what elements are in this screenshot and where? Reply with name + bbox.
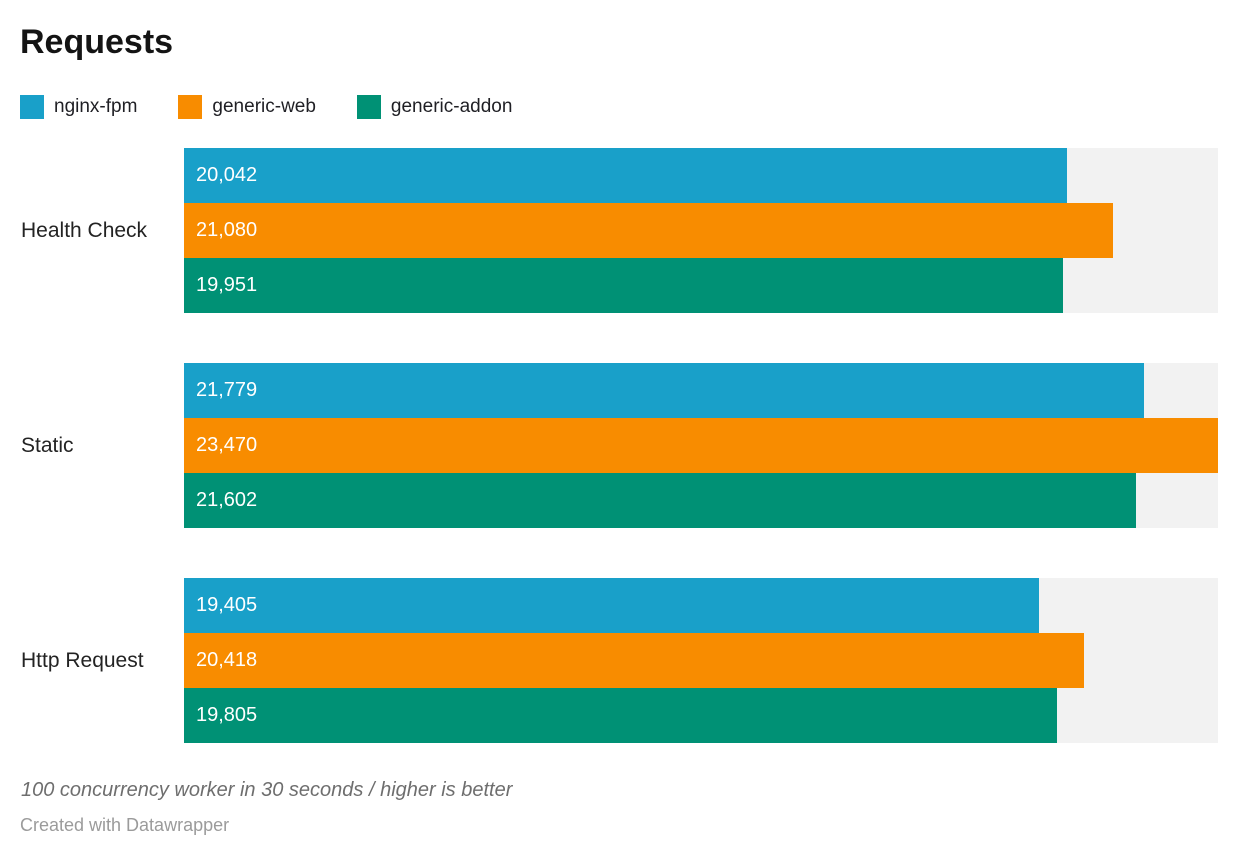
legend-item-generic-addon: generic-addon: [356, 95, 513, 119]
bar-nginx-fpm-http-request: 19,405: [184, 578, 1039, 633]
bar-value-label: 19,951: [196, 274, 258, 296]
bar-chart: Health Check 20,042 21,080 19,951 Static 21,7…: [0, 148, 1240, 743]
bar-stack: 19,405 20,418 19,805: [184, 578, 1218, 743]
bar-value-label: 20,042: [196, 164, 258, 186]
category-label: Static: [21, 433, 74, 457]
bar-group-health-check: Health Check 20,042 21,080 19,951: [0, 148, 1240, 313]
datawrapper-attribution: Created with Datawrapper: [20, 815, 230, 835]
bar-track: 19,951: [184, 258, 1218, 313]
bar-track: 19,805: [184, 688, 1218, 743]
bar-nginx-fpm-health-check: 20,042: [184, 148, 1067, 203]
legend-swatch-icon: [356, 95, 381, 119]
bar-track: 20,042: [184, 148, 1218, 203]
category-label: Health Check: [21, 218, 148, 242]
bar-value-label: 19,405: [196, 594, 258, 616]
bar-generic-web-health-check: 21,080: [184, 203, 1113, 258]
bar-stack: 21,779 23,470 21,602: [184, 363, 1218, 528]
legend-swatch-icon: [178, 95, 203, 119]
bar-track: 23,470: [184, 418, 1218, 473]
bar-value-label: 21,080: [196, 219, 258, 241]
chart-note: 100 concurrency worker in 30 seconds / h…: [21, 779, 513, 801]
legend: nginx-fpm generic-web generic-addon: [20, 95, 1240, 119]
bar-value-label: 23,470: [196, 434, 258, 456]
chart-title: Requests: [20, 23, 174, 61]
bar-group-http-request: Http Request 19,405 20,418 19,805: [0, 578, 1240, 743]
legend-item-generic-web: generic-web: [178, 95, 316, 119]
bar-value-label: 19,805: [196, 704, 258, 726]
legend-item-nginx-fpm: nginx-fpm: [20, 95, 137, 119]
legend-swatch-icon: [20, 95, 44, 119]
bar-track: 20,418: [184, 633, 1218, 688]
bar-track: 19,405: [184, 578, 1218, 633]
bar-value-label: 21,779: [196, 379, 258, 401]
legend-label: generic-addon: [390, 96, 513, 117]
bar-value-label: 21,602: [196, 489, 258, 511]
bar-stack: 20,042 21,080 19,951: [184, 148, 1218, 313]
bar-nginx-fpm-static: 21,779: [184, 363, 1144, 418]
bar-group-static: Static 21,779 23,470 21,602: [0, 363, 1240, 528]
bar-generic-web-http-request: 20,418: [184, 633, 1084, 688]
bar-track: 21,080: [184, 203, 1218, 258]
bar-generic-addon-http-request: 19,805: [184, 688, 1057, 743]
legend-label: generic-web: [212, 96, 316, 117]
bar-value-label: 20,418: [196, 649, 258, 671]
bar-generic-addon-health-check: 19,951: [184, 258, 1063, 313]
legend-label: nginx-fpm: [54, 96, 138, 117]
category-label: Http Request: [21, 648, 144, 672]
bar-track: 21,602: [184, 473, 1218, 528]
bar-track: 21,779: [184, 363, 1218, 418]
bar-generic-web-static: 23,470: [184, 418, 1218, 473]
bar-generic-addon-static: 21,602: [184, 473, 1136, 528]
